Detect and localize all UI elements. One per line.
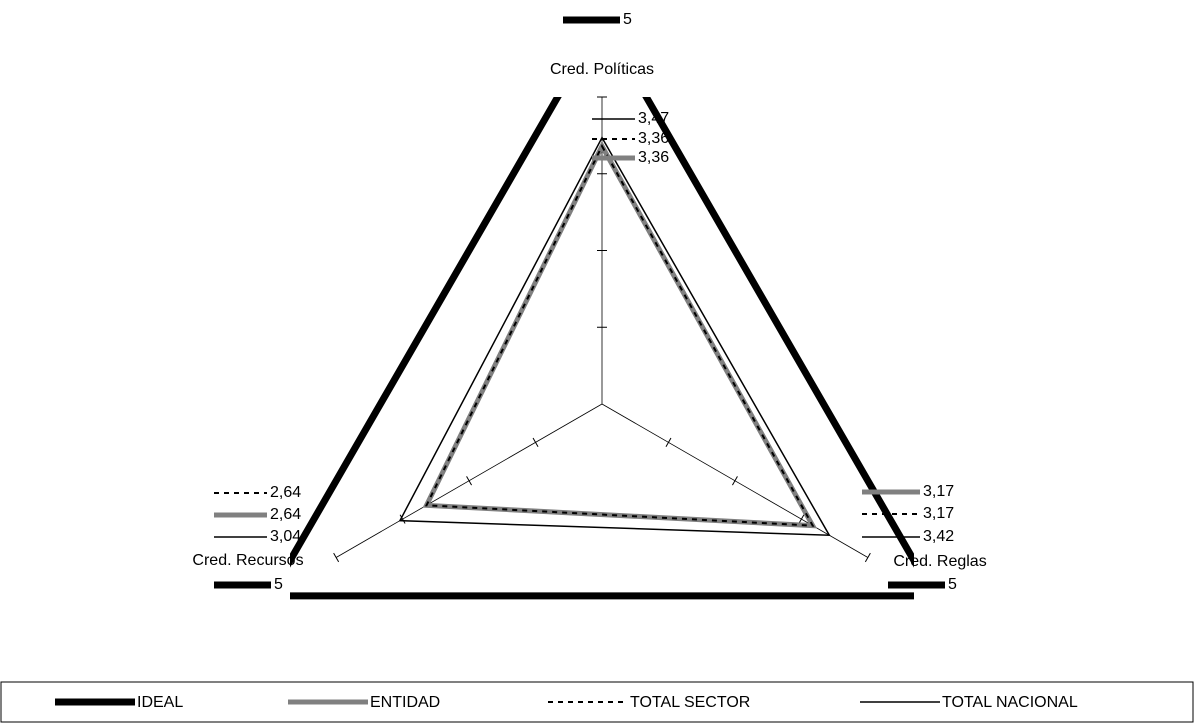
tick-mark: [532, 437, 539, 447]
tick-mark: [798, 514, 805, 524]
value-label: 2,64: [270, 484, 301, 501]
series-line: [398, 136, 831, 537]
tick-mark: [333, 552, 340, 563]
value-label: 3,36: [638, 130, 669, 147]
value-label: 3,17: [923, 483, 954, 500]
legend-label: TOTAL NACIONAL: [942, 694, 1078, 711]
tick-mark: [864, 552, 871, 563]
axis-label: Cred. Políticas: [550, 61, 654, 78]
value-label: 5: [623, 11, 632, 28]
legend-label: TOTAL SECTOR: [630, 694, 750, 711]
value-label: 3,17: [923, 505, 954, 522]
series-line: [424, 143, 815, 527]
legend-label: IDEAL: [137, 694, 183, 711]
value-label: 5: [274, 576, 283, 593]
value-label: 3,47: [638, 110, 669, 127]
value-label: 5: [948, 576, 957, 593]
tick-mark: [665, 437, 672, 447]
series-line: [422, 140, 818, 529]
axis-label: Cred. Recursos: [192, 552, 303, 569]
value-label: 3,42: [923, 528, 954, 545]
legend-label: ENTIDAD: [370, 694, 440, 711]
value-label: 3,04: [270, 528, 301, 545]
value-label: 2,64: [270, 506, 301, 523]
tick-mark: [399, 514, 406, 524]
tick-mark: [732, 476, 738, 486]
tick-mark: [466, 476, 472, 486]
legend-box: [0, 681, 1194, 723]
plot-area: [290, 97, 914, 600]
axis-label: Cred. Reglas: [893, 553, 986, 570]
series-line: [290, 97, 914, 600]
value-label: 3,36: [638, 149, 669, 166]
